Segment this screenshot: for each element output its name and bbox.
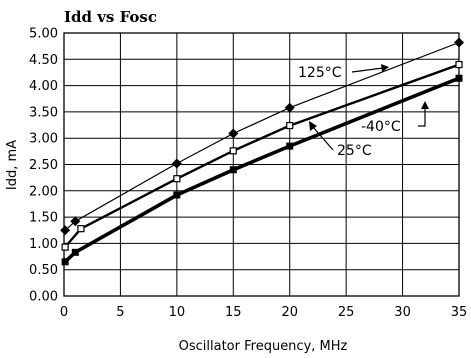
x-tick-label: 20	[281, 305, 298, 320]
y-tick-label: 1.00	[29, 237, 58, 252]
data-point	[286, 142, 294, 150]
arrow-125c-line	[351, 67, 384, 73]
x-axis-label: Oscillator Frequency, MHz	[179, 339, 348, 354]
arrow-25c-line	[312, 126, 334, 151]
data-point	[229, 166, 237, 174]
x-tick-label: 0	[60, 305, 68, 320]
label-125c: 125°C	[298, 65, 342, 81]
y-axis-label: Idd, mA	[5, 140, 20, 190]
x-tick-label: 10	[169, 305, 186, 320]
annotations: 125°C 25°C -40°C	[298, 64, 429, 159]
series-line	[64, 41, 460, 231]
x-tick-label: 5	[116, 305, 124, 320]
y-tick-label: 4.00	[29, 79, 58, 94]
data-point	[173, 191, 181, 199]
y-tick-label: 1.50	[29, 211, 58, 226]
data-point	[61, 258, 69, 266]
data-point	[455, 60, 463, 69]
chart-title: Idd vs Fosc	[64, 8, 157, 26]
data-point	[229, 147, 237, 155]
data-point	[454, 37, 464, 48]
arrow-125c-head	[381, 64, 389, 72]
y-tick-label: 0.50	[29, 263, 58, 278]
data-point	[228, 128, 239, 139]
data-point	[455, 74, 463, 82]
y-tick-label: 2.00	[29, 184, 58, 199]
x-tick-label: 35	[451, 305, 468, 320]
x-tick-label: 30	[394, 305, 411, 320]
label-minus40c: -40°C	[361, 119, 401, 135]
x-tick-label: 25	[338, 305, 355, 320]
y-tick-label: 3.00	[29, 132, 58, 147]
y-tick-label: 0.00	[29, 290, 58, 305]
data-point	[284, 102, 295, 113]
data-point	[173, 175, 181, 183]
data-point	[70, 216, 81, 227]
arrow-25c-head	[309, 121, 317, 131]
data-point	[61, 243, 69, 251]
y-tick-label: 4.50	[29, 53, 58, 68]
y-tick-label: 5.00	[29, 27, 58, 42]
series-lines	[63, 41, 460, 264]
x-tick-label: 15	[225, 305, 242, 320]
arrow-minus40c-head	[421, 101, 429, 109]
arrow-minus40c-line	[418, 107, 426, 127]
y-tick-label: 2.50	[29, 158, 58, 173]
y-tick-label: 3.50	[29, 105, 58, 120]
data-point	[71, 248, 79, 256]
plot-frame	[63, 32, 460, 297]
data-point	[60, 225, 71, 236]
data-point	[77, 225, 85, 233]
grid	[63, 32, 460, 297]
series-markers	[60, 37, 464, 266]
data-point	[286, 121, 294, 130]
label-25c: 25°C	[337, 143, 372, 159]
series-line	[63, 76, 460, 264]
data-point	[171, 158, 182, 169]
tick-labels: 0 5 10 15 20 25 30 35 0.00 0.50 1.00 1.50 2.00 2.50 3.…	[29, 27, 467, 321]
